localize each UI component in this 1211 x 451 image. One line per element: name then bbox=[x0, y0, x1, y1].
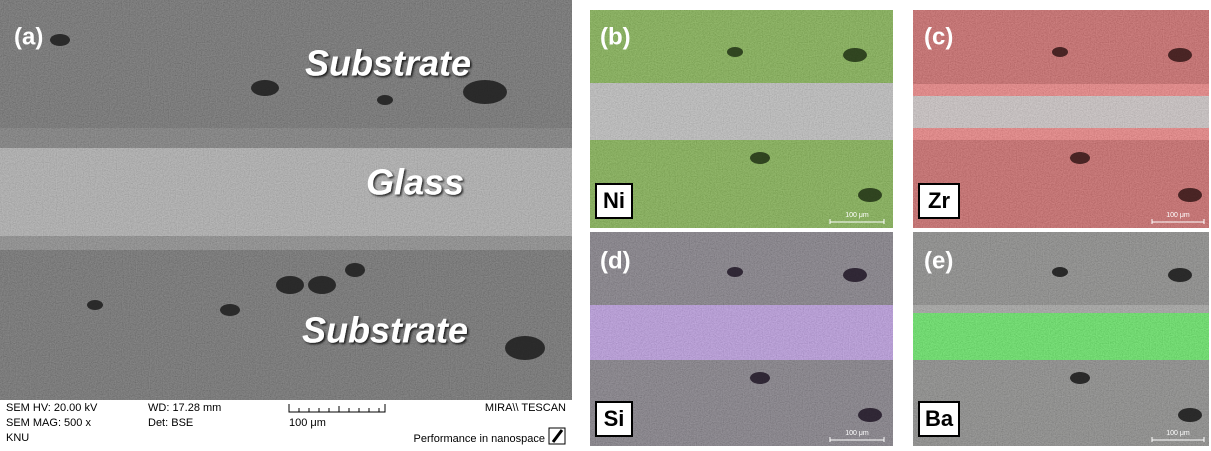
element-label: Si bbox=[604, 406, 625, 431]
panel-label: (b) bbox=[600, 23, 631, 50]
panel-c: (c) Zr 100 μm bbox=[913, 10, 1209, 228]
panel-b: (b) Ni 100 μm bbox=[590, 10, 893, 228]
panel-a: (a) Substrate Glass Substrate bbox=[0, 0, 572, 400]
panel-label: (d) bbox=[600, 247, 631, 274]
panel-e: (e) Ba 100 μm bbox=[913, 232, 1209, 446]
logo bbox=[553, 430, 562, 442]
info-text: WD: 17.28 mm bbox=[148, 402, 221, 414]
region-label: Substrate bbox=[305, 43, 471, 84]
panel-label: (e) bbox=[924, 247, 953, 274]
info-text: SEM HV: 20.00 kV bbox=[6, 402, 98, 414]
element-label: Ba bbox=[925, 406, 954, 431]
figure: (a) Substrate Glass Substrate SEM HV: 20… bbox=[0, 0, 1211, 446]
panel-label: (a) bbox=[14, 23, 43, 50]
info-text: KNU bbox=[6, 432, 29, 444]
region-label: Glass bbox=[366, 162, 464, 203]
region-label: Substrate bbox=[302, 310, 468, 351]
panel-d: (d) Si 100 μm bbox=[590, 232, 893, 446]
info-text: SEM MAG: 500 x bbox=[6, 417, 91, 429]
scale-label: 100 μm bbox=[845, 430, 869, 437]
element-label: Ni bbox=[603, 188, 625, 213]
panel-label: (c) bbox=[924, 23, 953, 50]
info-bar: SEM HV: 20.00 kV WD: 17.28 mm MIRA\\ TES… bbox=[6, 402, 566, 445]
scale-label: 100 μm bbox=[1166, 212, 1190, 219]
info-text: Performance in nanospace bbox=[414, 433, 545, 445]
scale-label: 100 μm bbox=[1166, 430, 1190, 437]
scale-bar bbox=[289, 404, 385, 412]
info-text: 100 μm bbox=[289, 417, 326, 429]
scale-label: 100 μm bbox=[845, 212, 869, 219]
element-label: Zr bbox=[928, 188, 950, 213]
info-text: MIRA\\ TESCAN bbox=[485, 402, 566, 414]
info-text: Det: BSE bbox=[148, 417, 193, 429]
